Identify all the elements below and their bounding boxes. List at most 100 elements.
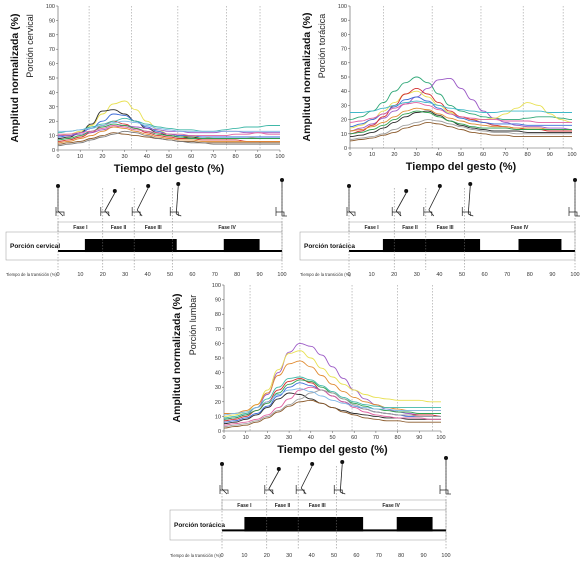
y-tick-label: 80 [49,33,55,39]
chair-shape [439,485,449,494]
timeline-tick-label: 70 [376,553,382,559]
y-tick-label: 0 [344,146,347,152]
figure-head [276,467,281,471]
figure-body [428,187,441,211]
series-line [223,377,442,422]
y-tick-label: 80 [215,312,221,318]
figure-body [175,185,179,215]
series-line [349,102,572,123]
y-tick-label: 100 [212,283,221,289]
y-axis-label: Amplitud normalizada (%) [301,13,313,142]
y-tick-label: 10 [215,414,221,420]
timeline-tick-label: 70 [212,272,218,278]
y-axis-label: Amplitud normalizada (%) [9,14,21,143]
chair-shape [295,485,305,494]
y-tick-label: 90 [215,298,221,304]
chair-shape [55,207,65,216]
series-line [57,117,280,134]
y-axis-label: Amplitud normalizada (%) [171,294,183,423]
phase-label: Fase IV [218,225,236,231]
y-tick-label: 70 [215,327,221,333]
series-line [349,121,572,142]
timeline-tick-label: 30 [286,553,292,559]
phase-label: Fase II [111,225,127,231]
x-tick-label: 100 [275,154,284,160]
figure-body [395,192,407,212]
active-block [244,517,364,532]
figure-body [136,187,149,211]
phase-header [57,221,283,233]
phase-label: Fase I [237,503,252,509]
timeline-tick-label: 20 [391,272,397,278]
timeline-tick-label: 40 [145,272,151,278]
figure-leg [104,210,111,217]
y-tick-label: 70 [341,47,347,53]
series-line [223,342,442,420]
x-tick-label: 20 [99,154,105,160]
x-tick-label: 20 [264,435,270,441]
timeline-tick-label: 90 [421,553,427,559]
timeline-tick-label: 20 [100,272,106,278]
series-line [349,110,572,135]
y-tick-label: 90 [341,18,347,24]
phase-label: Fase III [309,503,327,509]
x-tick-label: 20 [391,152,397,158]
x-tick-label: 0 [348,152,351,158]
timeline-tick-label: 100 [570,272,579,278]
row-label: Porción cervical [10,243,60,250]
y-tick-label: 20 [215,400,221,406]
line-chart-1: 0 10 20 30 40 50 60 70 80 90 100 0 10 20 30 40 50 60 70 80 9… [9,4,285,175]
active-block [84,239,177,253]
timeline-tick-label: 80 [398,553,404,559]
timeline-1: Fase I Fase II Fase III Fase IV Porción cerv… [5,178,287,278]
figure-body [300,465,313,489]
y-tick-label: 100 [46,4,55,10]
chair-shape [131,207,141,216]
timeline-tick-label: 20 [264,553,270,559]
figure-leg [340,491,346,495]
timeline-tick-label: 90 [257,272,263,278]
figure-head [310,462,315,466]
figure-leg [221,488,228,495]
figure-head [340,460,345,464]
x-tick-label: 30 [286,435,292,441]
figure-leg [348,210,355,217]
figure-head [220,462,224,466]
figure-body [339,463,343,493]
timeline-tick-label: 80 [234,272,240,278]
x-tick-label: 80 [395,435,401,441]
timeline-2: Fase I Fase II Fase III Fase IV Porción torá… [299,178,580,278]
phase-label: Fase III [145,225,163,231]
figure-head [56,184,60,188]
phase-header [221,499,447,511]
x-axis-label: Tiempo del gesto (%) [277,444,388,456]
x-tick-label: 60 [480,152,486,158]
row-label: Porción torácica [304,243,355,250]
x-tick-label: 40 [308,435,314,441]
y-tick-label: 10 [49,134,55,140]
timeline-axis-label: Tiempo de la transición (%) [170,553,221,558]
x-tick-label: 30 [414,152,420,158]
chair-shape [219,485,229,494]
active-block [396,517,433,532]
timeline-tick-label: 40 [309,553,315,559]
chair-shape [275,207,285,216]
y-tick-label: 60 [215,341,221,347]
timeline-axis-label: Tiempo de la transición (%) [300,272,351,277]
figure-leg [395,210,402,217]
figure-head [176,182,181,186]
figure-leg [300,487,307,495]
timeline-tick-label: 10 [77,272,83,278]
x-tick-label: 90 [255,154,261,160]
x-tick-label: 80 [525,152,531,158]
y-tick-label: 40 [215,371,221,377]
timeline-tick-label: 60 [189,272,195,278]
timeline-tick-label: 70 [504,272,510,278]
figure-leg [136,209,143,217]
figure-body [104,192,116,212]
figure-body [467,185,471,215]
series-line [349,119,572,140]
timeline-axis-label: Tiempo de la transición (%) [6,272,57,277]
phase-label: Fase II [402,225,418,231]
figure-head [444,456,448,460]
